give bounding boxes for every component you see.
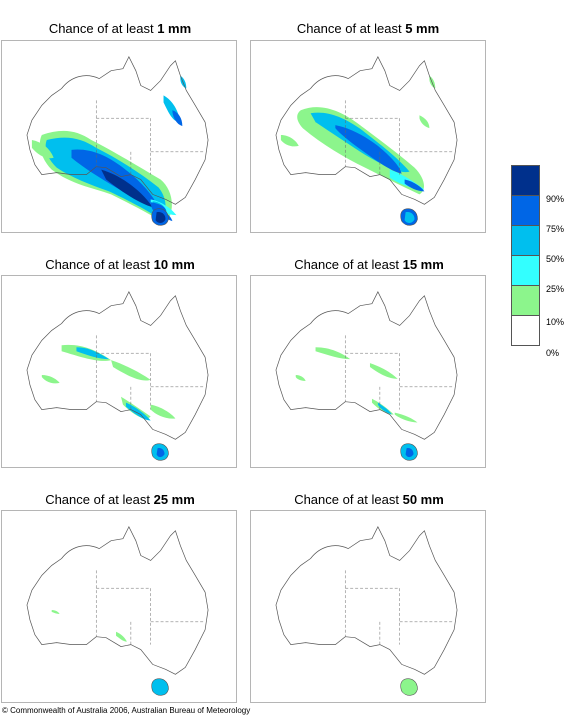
panel-title-10mm: Chance of at least 10 mm <box>35 257 205 272</box>
legend-swatch-0 <box>511 315 540 346</box>
legend-label-90: 90% <box>546 194 565 204</box>
title-amount: 1 mm <box>157 21 192 36</box>
legend-swatch-25 <box>511 255 540 285</box>
title-prefix: Chance of at least <box>48 21 158 36</box>
title-amount: 10 mm <box>153 257 195 272</box>
panel-title-1mm: Chance of at least 1 mm <box>40 21 200 36</box>
map-50mm-svg <box>275 526 458 696</box>
map-10mm <box>1 275 237 468</box>
legend-label-75: 75% <box>546 224 565 234</box>
legend-swatch-75 <box>511 195 540 225</box>
map-15mm <box>250 275 486 468</box>
legend-swatch-50 <box>511 225 540 255</box>
map-15mm-svg <box>275 291 458 461</box>
title-amount: 15 mm <box>402 257 444 272</box>
legend-swatch-10 <box>511 285 540 315</box>
title-prefix: Chance of at least <box>294 492 403 507</box>
panel-title-50mm: Chance of at least 50 mm <box>284 492 454 507</box>
title-prefix: Chance of at least <box>45 257 154 272</box>
copyright-footer: © Commonwealth of Australia 2006, Austra… <box>2 706 251 715</box>
map-1mm-svg <box>26 56 209 226</box>
legend-label-25: 25% <box>546 284 565 294</box>
map-5mm <box>250 40 486 233</box>
title-prefix: Chance of at least <box>296 21 406 36</box>
title-prefix: Chance of at least <box>45 492 154 507</box>
map-50mm <box>250 510 486 703</box>
map-1mm <box>1 40 237 233</box>
title-amount: 25 mm <box>153 492 195 507</box>
map-5mm-svg <box>275 56 458 226</box>
legend-label-10: 10% <box>546 317 565 327</box>
legend-label-0: 0% <box>546 348 560 358</box>
title-amount: 5 mm <box>405 21 440 36</box>
panel-title-5mm: Chance of at least 5 mm <box>288 21 448 36</box>
title-amount: 50 mm <box>402 492 444 507</box>
map-10mm-svg <box>26 291 209 461</box>
map-25mm-svg <box>26 526 209 696</box>
panel-title-25mm: Chance of at least 25 mm <box>35 492 205 507</box>
legend-swatch-90 <box>511 165 540 195</box>
map-25mm <box>1 510 237 703</box>
title-prefix: Chance of at least <box>294 257 403 272</box>
legend-label-50: 50% <box>546 254 565 264</box>
panel-title-15mm: Chance of at least 15 mm <box>284 257 454 272</box>
